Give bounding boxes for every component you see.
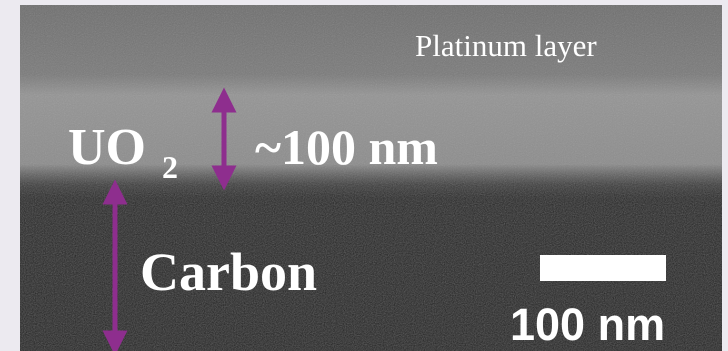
page: Platinum layer UO 2 ~100 nm Carbon 100 n… bbox=[0, 0, 728, 351]
uo-subscript: 2 bbox=[162, 149, 178, 185]
scale-bar-label: 100 nm bbox=[510, 299, 665, 350]
micrograph: Platinum layer UO 2 ~100 nm Carbon 100 n… bbox=[0, 0, 728, 351]
carbon-label: Carbon bbox=[140, 242, 317, 302]
uo-label: UO bbox=[68, 119, 146, 176]
platinum-label: Platinum layer bbox=[415, 28, 597, 63]
thickness-label: ~100 nm bbox=[255, 119, 438, 175]
scale-bar bbox=[540, 255, 666, 281]
